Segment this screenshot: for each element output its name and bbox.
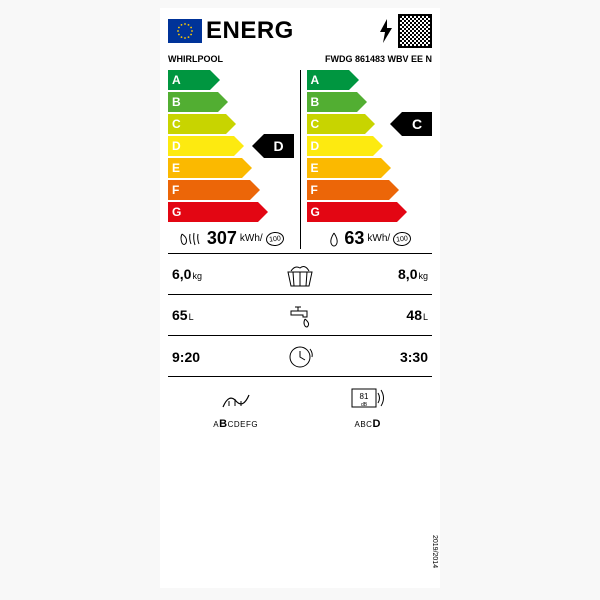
brand-name: WHIRLPOOL (168, 54, 223, 64)
qr-code-icon (398, 14, 432, 48)
cycles-icon: 100 (392, 231, 411, 247)
svg-text:81: 81 (359, 392, 368, 401)
bolt-icon (378, 19, 394, 43)
duration-row: 9:20 3:30 (168, 342, 432, 372)
spin-icon (217, 383, 255, 413)
spin-class: ABCDEFG (213, 383, 258, 430)
brand-row: WHIRLPOOL FWDG 861483 WBV EE N (168, 54, 432, 64)
scale-divider (300, 70, 301, 249)
efficiency-bar-F: F (307, 180, 433, 200)
energy-title: ENERG (206, 17, 374, 45)
kwh-row-right: 63 kWh/ 100 (307, 228, 433, 249)
efficiency-bar-B: B (307, 92, 433, 112)
noise-icon: 81 dB (349, 383, 387, 413)
efficiency-bar-C: C (168, 114, 294, 134)
rating-arrow-right: C (402, 112, 432, 136)
eu-flag-icon (168, 19, 202, 43)
efficiency-bar-G: G (168, 202, 294, 222)
efficiency-bar-A: A (168, 70, 294, 90)
efficiency-bar-E: E (168, 158, 294, 178)
drop-steam-icon (178, 231, 204, 247)
efficiency-bar-B: B (168, 92, 294, 112)
efficiency-bar-A: A (307, 70, 433, 90)
efficiency-bar-F: F (168, 180, 294, 200)
kwh-left: 307 (207, 228, 237, 249)
kwh-row-left: 307 kWh/ 100 (168, 228, 294, 249)
clock-icon (285, 344, 315, 370)
svg-text:dB: dB (361, 402, 368, 408)
rating-arrow-left: D (264, 134, 294, 158)
basket-icon (285, 262, 315, 288)
cycles-icon: 100 (265, 231, 284, 247)
efficiency-bar-D: D (307, 136, 433, 156)
drop-icon (327, 231, 341, 247)
water-row: 65L 48L (168, 301, 432, 331)
kwh-right: 63 (344, 228, 364, 249)
model-number: FWDG 861483 WBV EE N (325, 54, 432, 64)
energy-label: ENERG WHIRLPOOL FWDG 861483 WBV EE N ABC… (160, 8, 440, 588)
scale-wash: ABCDEFG C 63 kWh/ 100 (307, 70, 433, 249)
scale-washdry: ABCDEFG D 307 kWh/ 100 (168, 70, 294, 249)
efficiency-bar-G: G (307, 202, 433, 222)
efficiency-scales: ABCDEFG D 307 kWh/ 100 ABCDEFG C (168, 70, 432, 254)
tap-icon (285, 303, 315, 329)
bottom-row: ABCDEFG 81 dB ABCD (168, 383, 432, 430)
noise-class: 81 dB ABCD (349, 383, 387, 430)
efficiency-bar-E: E (307, 158, 433, 178)
capacity-row: 6,0kg 8,0kg (168, 260, 432, 290)
header: ENERG (168, 14, 432, 48)
regulation-number: 2019/2014 (431, 535, 438, 568)
